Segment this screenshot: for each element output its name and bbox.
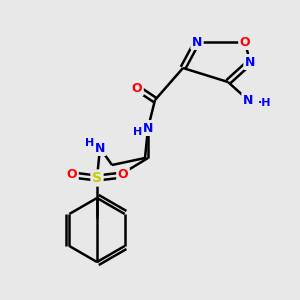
Text: H: H — [85, 138, 94, 148]
Text: N: N — [192, 35, 202, 49]
Text: ·H: ·H — [258, 98, 272, 108]
Text: O: O — [67, 169, 77, 182]
Text: N: N — [243, 94, 253, 106]
Text: O: O — [240, 35, 250, 49]
Text: O: O — [132, 82, 142, 94]
Text: N: N — [95, 142, 105, 154]
Text: S: S — [92, 171, 102, 185]
Text: H: H — [134, 127, 142, 137]
Text: N: N — [143, 122, 153, 134]
Text: O: O — [118, 169, 128, 182]
Text: N: N — [245, 56, 255, 68]
